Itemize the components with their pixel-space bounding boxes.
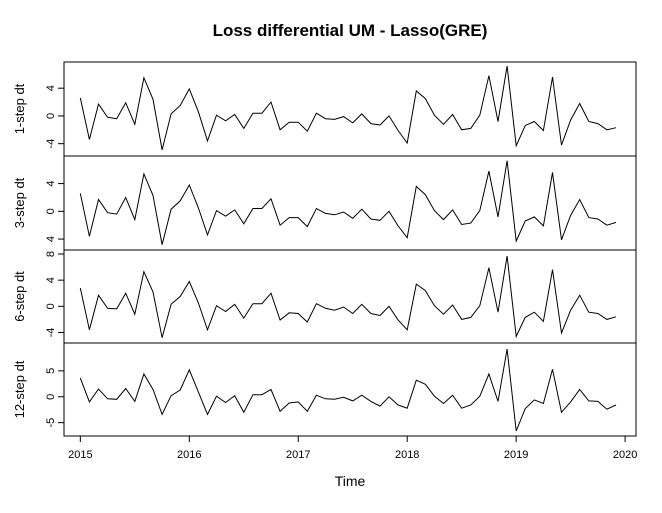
x-tick-label: 2018 (395, 449, 419, 461)
y-tick-label: 4 (45, 181, 57, 187)
panel-label: 6-step dt (12, 271, 27, 322)
y-tick-label: 5 (45, 368, 57, 374)
series-line (79, 349, 617, 432)
panel-4: -5 0 5 12-step dt (12, 342, 637, 437)
y-tick-label: 4 (45, 277, 57, 283)
y-tick-label: -4 (45, 139, 57, 149)
panel-2: 4 0 4 3-step dt (12, 155, 637, 251)
panel-1: -4 0 4 1-step dt (12, 61, 637, 157)
y-tick-label: 0 (45, 394, 57, 400)
panel-label: 12-step dt (12, 360, 27, 418)
x-axis: 2015 2016 2017 2018 2019 2020 (68, 435, 637, 461)
y-tick-label: 4 (45, 85, 57, 91)
y-tick-label: 0 (45, 303, 57, 309)
series-line (79, 255, 617, 339)
panel-label: 3-step dt (12, 177, 27, 228)
y-tick-label: -5 (45, 418, 57, 428)
chart-title: Loss differential UM - Lasso(GRE) (213, 21, 488, 40)
panel-frame (63, 155, 637, 251)
y-tick-label: 8 (45, 251, 57, 257)
y-tick-label: 0 (45, 208, 57, 214)
x-tick-label: 2015 (68, 449, 92, 461)
panel-3: -4 0 4 8 6-step dt (12, 249, 637, 344)
x-tick-label: 2016 (177, 449, 201, 461)
series-line (79, 65, 617, 151)
panel-frame (63, 249, 637, 344)
x-tick-label: 2019 (504, 449, 528, 461)
panel-frame (63, 342, 637, 437)
x-tick-label: 2017 (286, 449, 310, 461)
y-tick-label: 4 (45, 236, 57, 242)
panel-frame (63, 61, 637, 157)
x-axis-title: Time (335, 473, 366, 489)
y-tick-label: -4 (45, 328, 57, 338)
x-tick-label: 2020 (613, 449, 637, 461)
panel-label: 1-step dt (12, 83, 27, 134)
y-tick-label: 0 (45, 113, 57, 119)
series-line (79, 160, 617, 245)
